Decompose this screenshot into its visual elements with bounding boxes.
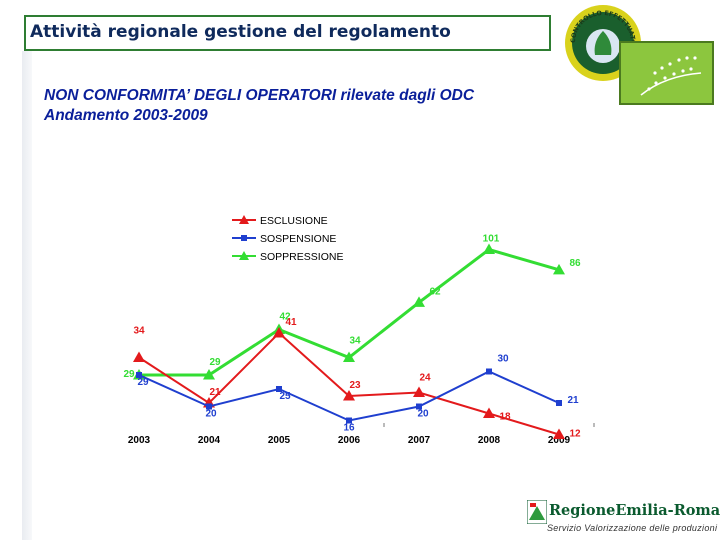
- legend-marker-esclusione: [239, 215, 249, 224]
- data-label-esclusione-2005: 41: [285, 317, 297, 328]
- legend-marker-sospensione: [241, 235, 247, 241]
- data-label-soppressione-2005: 42: [279, 312, 291, 323]
- data-label-soppressione-2009: 86: [569, 258, 581, 269]
- data-label-esclusione-2009: 12: [569, 429, 581, 440]
- point-sospensione-2006: [346, 417, 352, 424]
- point-soppressione-2006: [343, 351, 355, 362]
- data-label-esclusione-2007: 24: [419, 373, 431, 384]
- region-service: Servizio Valorizzazione delle produzioni: [547, 523, 718, 533]
- point-sospensione-2008: [486, 368, 492, 375]
- data-label-sospensione-2005: 25: [279, 391, 291, 402]
- legend-marker-soppressione: [239, 251, 249, 260]
- point-sospensione-2004: [206, 403, 212, 410]
- legend-label-sospensione: SOSPENSIONE: [260, 233, 336, 245]
- point-esclusione-2003: [133, 351, 145, 362]
- point-soppressione-2008: [483, 243, 495, 255]
- point-sospensione-2009: [556, 400, 562, 406]
- chart-subtitle: NON CONFORMITA’ DEGLI OPERATORI rilevate…: [44, 86, 584, 126]
- region-logo: RegioneEmilia-Romagna Servizio Valorizza…: [525, 498, 720, 540]
- data-label-soppressione-2004: 29: [209, 357, 221, 368]
- point-soppressione-2007: [413, 296, 425, 307]
- x-tick-label-2007: 2007: [408, 435, 431, 446]
- point-sospensione-2005: [276, 386, 282, 392]
- x-tick-label-2003: 2003: [128, 435, 151, 446]
- region-name: RegioneEmilia-Romagna: [549, 502, 720, 519]
- point-sospensione-2007: [416, 403, 422, 410]
- data-label-soppressione-2007: 62: [429, 286, 441, 297]
- region-mark-icon: [527, 500, 547, 524]
- data-label-esclusione-2004: 21: [209, 387, 221, 398]
- data-label-sospensione-2007: 20: [417, 409, 429, 420]
- subtitle-line-1: NON CONFORMITA’ DEGLI OPERATORI rilevate…: [44, 87, 475, 104]
- data-label-soppressione-2003: 29: [123, 369, 135, 380]
- point-esclusione-2007: [413, 386, 425, 397]
- point-sospensione-2003: [136, 372, 142, 378]
- eu-organic-leaf-icon: [619, 41, 714, 105]
- x-tick-label-2006: 2006: [338, 435, 361, 446]
- point-esclusione-2008: [483, 407, 495, 418]
- legend-label-soppressione: SOPPRESSIONE: [260, 251, 343, 263]
- data-label-sospensione-2008: 30: [497, 354, 509, 365]
- x-tick-label-2005: 2005: [268, 435, 291, 446]
- x-tick-label-2008: 2008: [478, 435, 501, 446]
- data-label-soppressione-2006: 34: [349, 336, 361, 347]
- data-label-esclusione-2008: 18: [499, 412, 511, 423]
- point-esclusione-2009: [553, 428, 565, 439]
- left-decorative-bar: [22, 51, 32, 540]
- point-soppressione-2004: [203, 369, 215, 380]
- data-label-sospensione-2004: 20: [205, 409, 217, 420]
- data-label-sospensione-2003: 29: [137, 377, 149, 388]
- data-label-esclusione-2003: 34: [133, 326, 145, 337]
- x-tick-label-2004: 2004: [198, 435, 221, 446]
- legend-label-esclusione: ESCLUSIONE: [260, 215, 328, 227]
- data-label-soppressione-2008: 101: [483, 234, 500, 245]
- point-esclusione-2005: [273, 327, 285, 338]
- x-tick-label-2009: 2009: [548, 435, 571, 446]
- subtitle-line-2: Andamento 2003-2009: [44, 107, 208, 124]
- page-title: Attività regionale gestione del regolame…: [30, 22, 451, 42]
- data-label-sospensione-2006: 16: [343, 423, 355, 434]
- data-label-esclusione-2006: 23: [349, 380, 361, 391]
- data-label-sospensione-2009: 21: [567, 395, 579, 406]
- point-soppressione-2009: [553, 263, 565, 275]
- point-esclusione-2006: [343, 390, 355, 401]
- header-box: [24, 15, 551, 51]
